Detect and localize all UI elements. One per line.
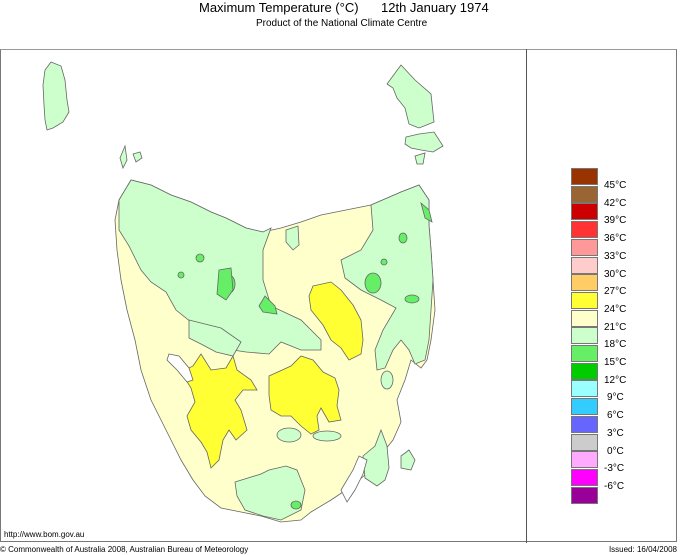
legend-swatch-18-21: [571, 327, 598, 345]
south-cool-region: [234, 465, 306, 521]
ne-patch-3: [398, 232, 408, 244]
ne-coastal-warm-strip: [420, 201, 433, 223]
temperature-map: [42, 61, 444, 523]
legend-swatch-9-12: [571, 380, 598, 398]
legend-swatch-42-45: [571, 185, 598, 203]
issued-date: Issued: 16/04/2008: [608, 545, 677, 554]
legend-swatch-minus3-0: [571, 451, 598, 469]
legend-swatch-27-30: [571, 274, 598, 292]
flinders-island: [386, 64, 435, 129]
legend-swatch-12-15: [571, 362, 598, 380]
nw-patch-3: [177, 271, 185, 279]
legend-swatch-39-42: [571, 203, 598, 221]
legend-swatch-minus6-minus3: [571, 468, 598, 486]
legend-label: 27°C: [604, 286, 627, 298]
legend-swatch-30-33: [571, 256, 598, 274]
east-cool-patch: [380, 370, 394, 390]
midlands-warm-region: [308, 281, 364, 361]
map-subtitle: Product of the National Climate Centre: [256, 18, 428, 29]
nw-island-1: [119, 144, 128, 170]
central-north-cool-patch: [285, 225, 300, 251]
legend-label: 33°C: [604, 250, 627, 262]
legend-label: 45°C: [604, 180, 627, 191]
legend-label: 0°C: [607, 445, 624, 457]
frame-divider: [526, 49, 527, 543]
legend-swatch-24-27: [571, 291, 598, 309]
nw-patch-2: [216, 267, 234, 301]
tasman-peninsula: [400, 449, 416, 471]
legend-swatch-45-plus: [571, 168, 598, 185]
nw-cool-lobe: [188, 319, 242, 357]
nw-island-2: [132, 151, 143, 163]
south-green-patch: [290, 500, 302, 510]
map-date: 12th January 1974: [381, 0, 489, 15]
legend-swatch-15-18: [571, 345, 598, 362]
ne-cool-region: [340, 184, 434, 371]
legend-swatch-36-39: [571, 221, 598, 239]
central-patch: [258, 295, 278, 315]
ne-patch-4: [380, 258, 388, 266]
legend-label: -6°C: [604, 480, 625, 492]
copyright-notice: © Commonwealth of Australia 2008, Austra…: [0, 545, 249, 554]
legend-swatch-6-9: [571, 398, 598, 416]
legend-label: 36°C: [604, 233, 627, 245]
legend-label: 42°C: [604, 197, 627, 209]
legend-swatch-below-minus6: [571, 486, 598, 504]
legend-label: 18°C: [604, 339, 627, 351]
legend-label: 24°C: [604, 303, 627, 315]
legend-label: 39°C: [604, 215, 627, 227]
legend-label: 21°C: [604, 321, 627, 333]
central-south-warm-region: [268, 355, 342, 435]
header: Maximum Temperature (°C) 12th January 19…: [0, 0, 680, 18]
legend-label: 3°C: [607, 427, 624, 439]
king-island: [42, 61, 70, 131]
legend-label: 12°C: [604, 374, 627, 386]
legend-swatch-0-3: [571, 433, 598, 451]
small-ne-island: [414, 152, 426, 165]
south-central-patch-2: [312, 430, 342, 442]
ne-patch-1: [364, 272, 382, 294]
cape-barren-island: [404, 131, 444, 153]
derwent-estuary: [340, 455, 368, 503]
legend-label: 15°C: [604, 357, 627, 368]
source-url[interactable]: http://www.bom.gov.au: [4, 530, 85, 539]
legend-label: -3°C: [604, 463, 625, 475]
south-central-patch: [276, 427, 302, 443]
legend-label: 9°C: [607, 392, 624, 404]
legend-label: 6°C: [607, 410, 624, 422]
map-title: Maximum Temperature (°C): [199, 0, 359, 15]
sw-warm-region: [180, 353, 258, 469]
ne-patch-2: [404, 294, 420, 304]
nw-patch-4: [195, 253, 205, 263]
legend-swatch-33-36: [571, 238, 598, 256]
legend-swatch-21-24: [571, 309, 598, 327]
legend-label: 30°C: [604, 268, 627, 280]
macquarie-harbour: [166, 353, 194, 383]
legend-swatch-3-6: [571, 415, 598, 433]
map-frame: [0, 49, 677, 542]
se-cool-region: [362, 428, 390, 487]
